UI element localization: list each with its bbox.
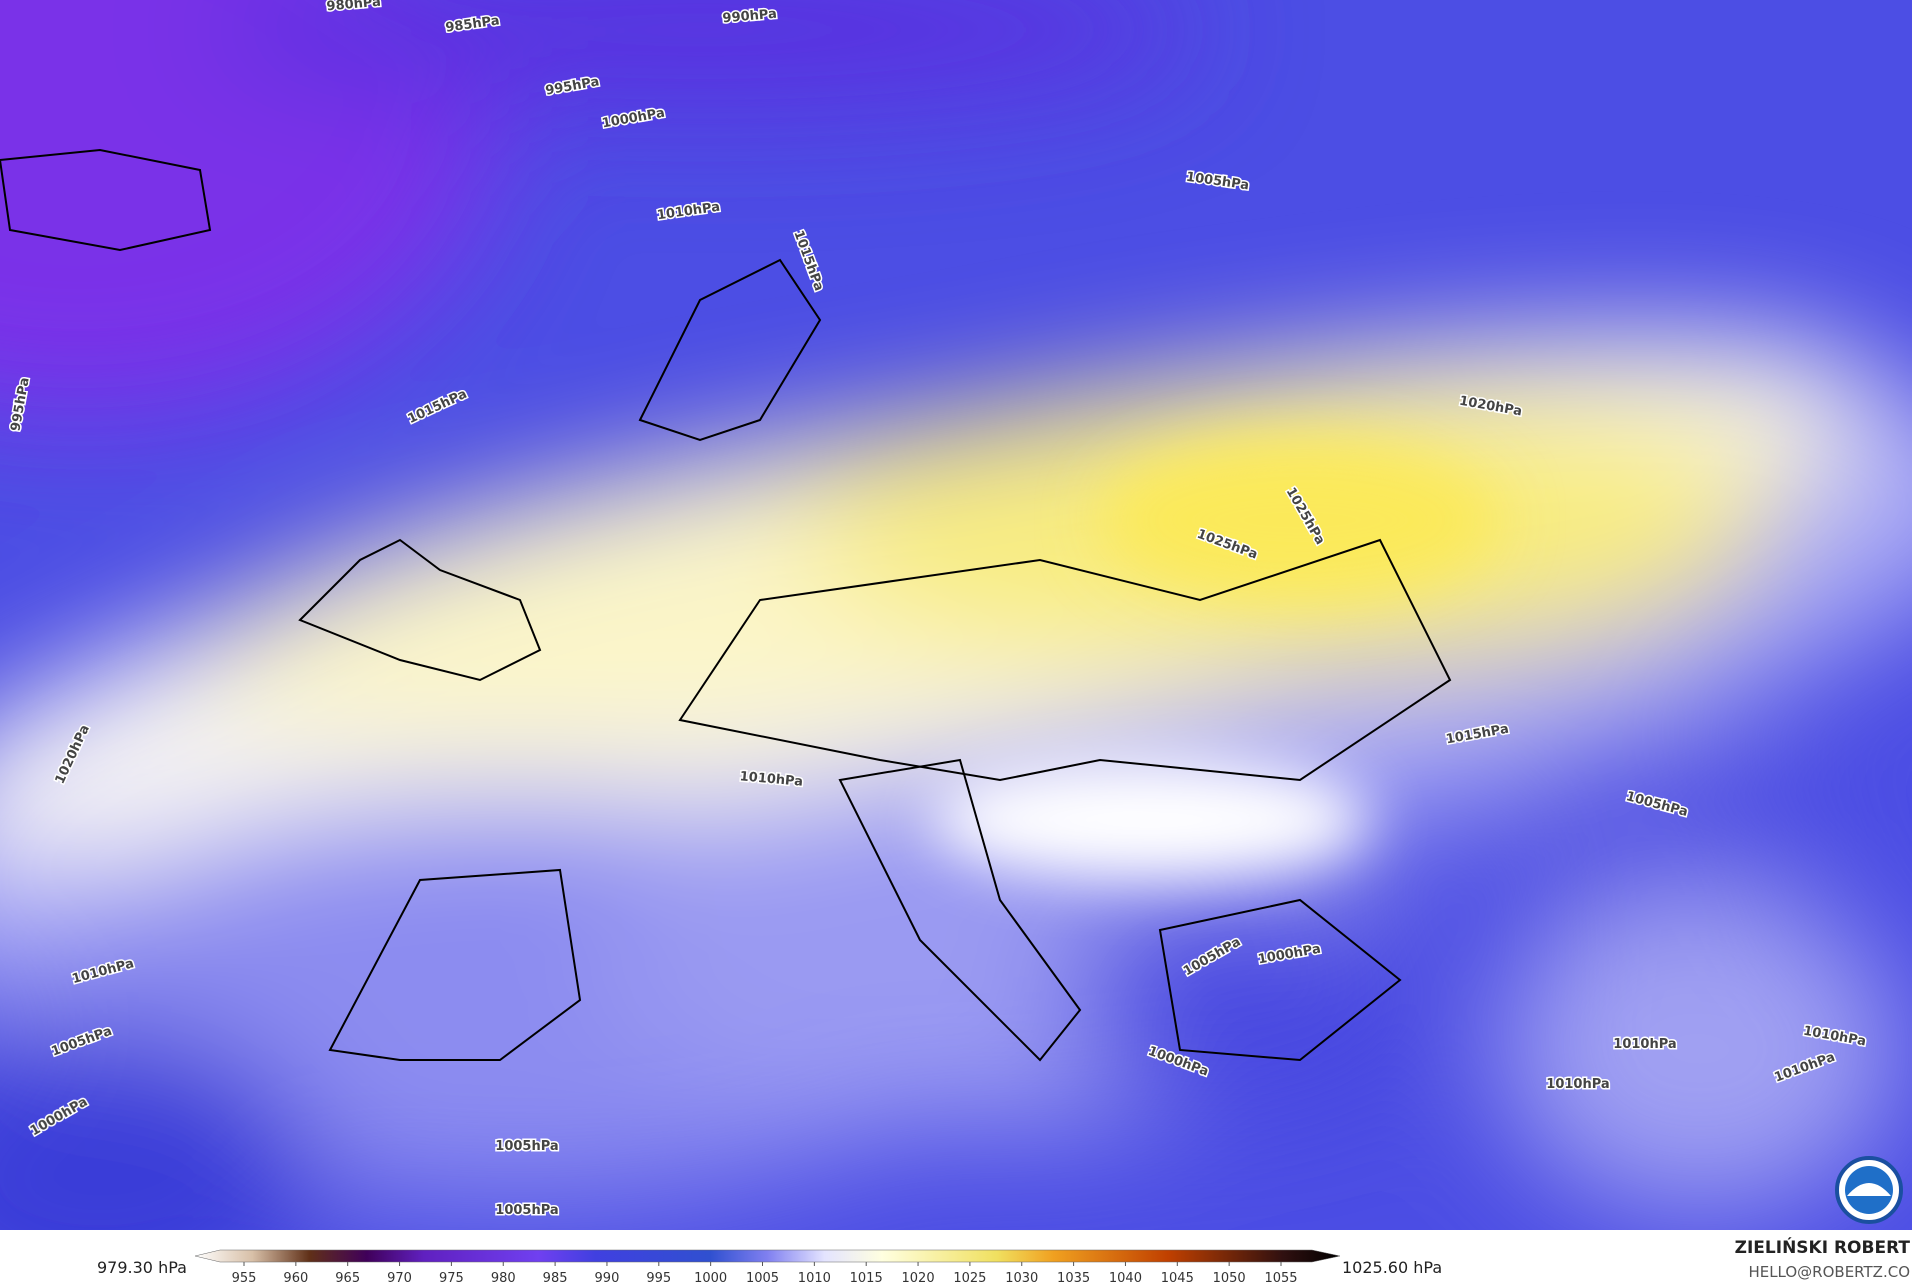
colorbar-tick-label: 1030 bbox=[1005, 1271, 1038, 1286]
colorbar-tick-label: 995 bbox=[646, 1271, 671, 1286]
author-name: ZIELIŃSKI ROBERT bbox=[1735, 1236, 1911, 1258]
colorbar-tick-label: 970 bbox=[387, 1271, 412, 1286]
colorbar-tick-label: 1055 bbox=[1264, 1271, 1297, 1286]
colorbar-tick-label: 1000 bbox=[694, 1271, 727, 1286]
colorbar-tick-label: 1045 bbox=[1161, 1271, 1194, 1286]
colorbar-ticks: 955 960 965 970 975 980 985 990 995 1000 1005 1010 1… bbox=[232, 1262, 1298, 1286]
colorbar-tick-label: 1025 bbox=[953, 1271, 986, 1286]
colorbar-tick-label: 985 bbox=[543, 1271, 568, 1286]
colorbar-tick-label: 1010 bbox=[798, 1271, 831, 1286]
coastlines bbox=[0, 148, 1452, 1062]
colorbar-tick-label: 1035 bbox=[1057, 1271, 1090, 1286]
noaa-logo bbox=[1835, 1156, 1903, 1224]
isobar-label: 1010hPa bbox=[739, 769, 803, 789]
colorbar-tick-label: 975 bbox=[439, 1271, 464, 1286]
colorbar bbox=[194, 1249, 1341, 1263]
colorbar-tick-label: 990 bbox=[595, 1271, 620, 1286]
isobar-label: 1005hPa bbox=[495, 1203, 558, 1218]
isobar-label: 1010hPa bbox=[1613, 1037, 1676, 1052]
colorbar-tick-label: 1040 bbox=[1109, 1271, 1142, 1286]
colorbar-tick-label: 1005 bbox=[746, 1271, 779, 1286]
colorbar-tick-label: 955 bbox=[232, 1271, 257, 1286]
max-label: 1025.60 hPa bbox=[1342, 1258, 1442, 1277]
colorbar-tick-label: 1050 bbox=[1213, 1271, 1246, 1286]
colorbar-tick-label: 960 bbox=[283, 1271, 308, 1286]
colorbar-tick-label: 965 bbox=[335, 1271, 360, 1286]
colorbar-tick-label: 1020 bbox=[902, 1271, 935, 1286]
colorbar-tick-label: 980 bbox=[491, 1271, 516, 1286]
colorbar-tick-label: 1015 bbox=[850, 1271, 883, 1286]
isobar-label: 1005hPa bbox=[495, 1139, 558, 1154]
isobar-label: 1010hPa bbox=[1546, 1077, 1609, 1092]
isobar-label: 990hPa bbox=[722, 7, 777, 27]
author-email: HELLO@ROBERTZ.CO bbox=[1748, 1263, 1910, 1281]
min-label: 979.30 hPa bbox=[97, 1258, 187, 1277]
